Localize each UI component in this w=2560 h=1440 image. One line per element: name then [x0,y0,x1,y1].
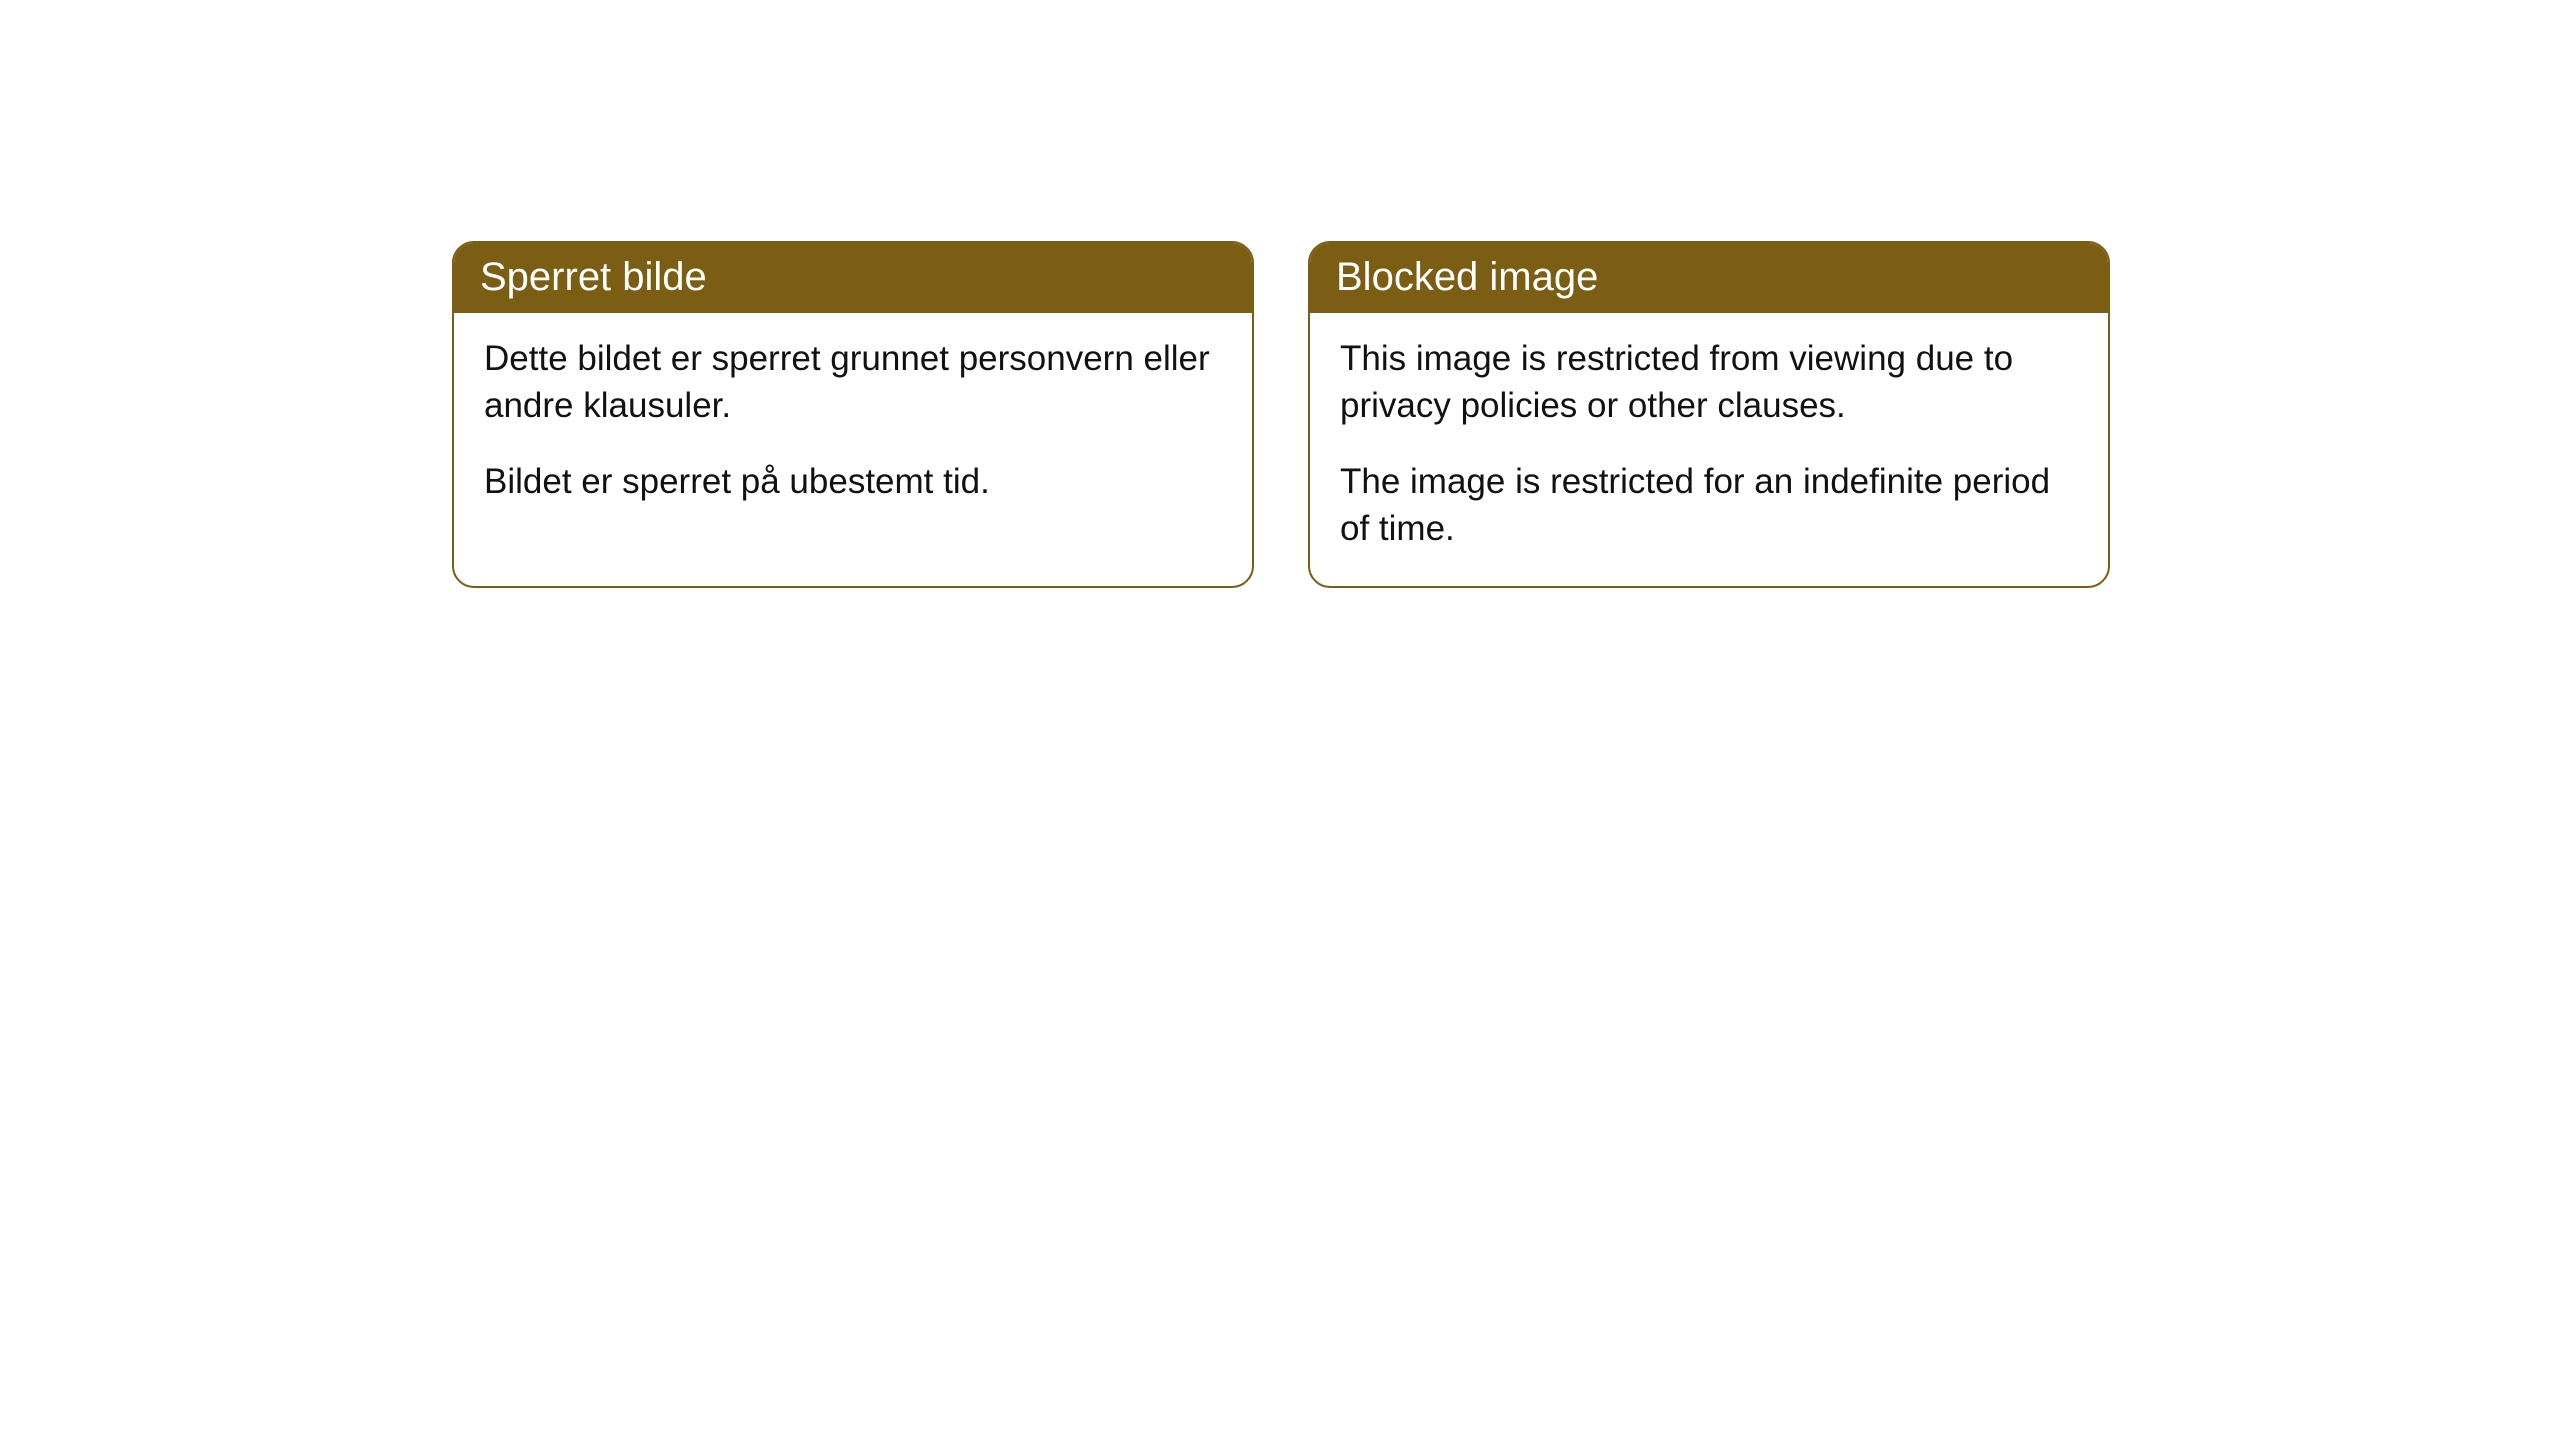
card-body: Dette bildet er sperret grunnet personve… [454,313,1252,539]
card-header: Sperret bilde [454,243,1252,313]
card-body: This image is restricted from viewing du… [1310,313,2108,586]
card-paragraph: Dette bildet er sperret grunnet personve… [484,335,1222,430]
notice-card-norwegian: Sperret bilde Dette bildet er sperret gr… [452,241,1254,588]
card-paragraph: The image is restricted for an indefinit… [1340,458,2078,553]
card-paragraph: This image is restricted from viewing du… [1340,335,2078,430]
notice-cards-container: Sperret bilde Dette bildet er sperret gr… [0,0,2560,588]
card-title: Blocked image [1336,255,1598,299]
card-title: Sperret bilde [480,255,707,299]
notice-card-english: Blocked image This image is restricted f… [1308,241,2110,588]
card-paragraph: Bildet er sperret på ubestemt tid. [484,458,1222,505]
card-header: Blocked image [1310,243,2108,313]
